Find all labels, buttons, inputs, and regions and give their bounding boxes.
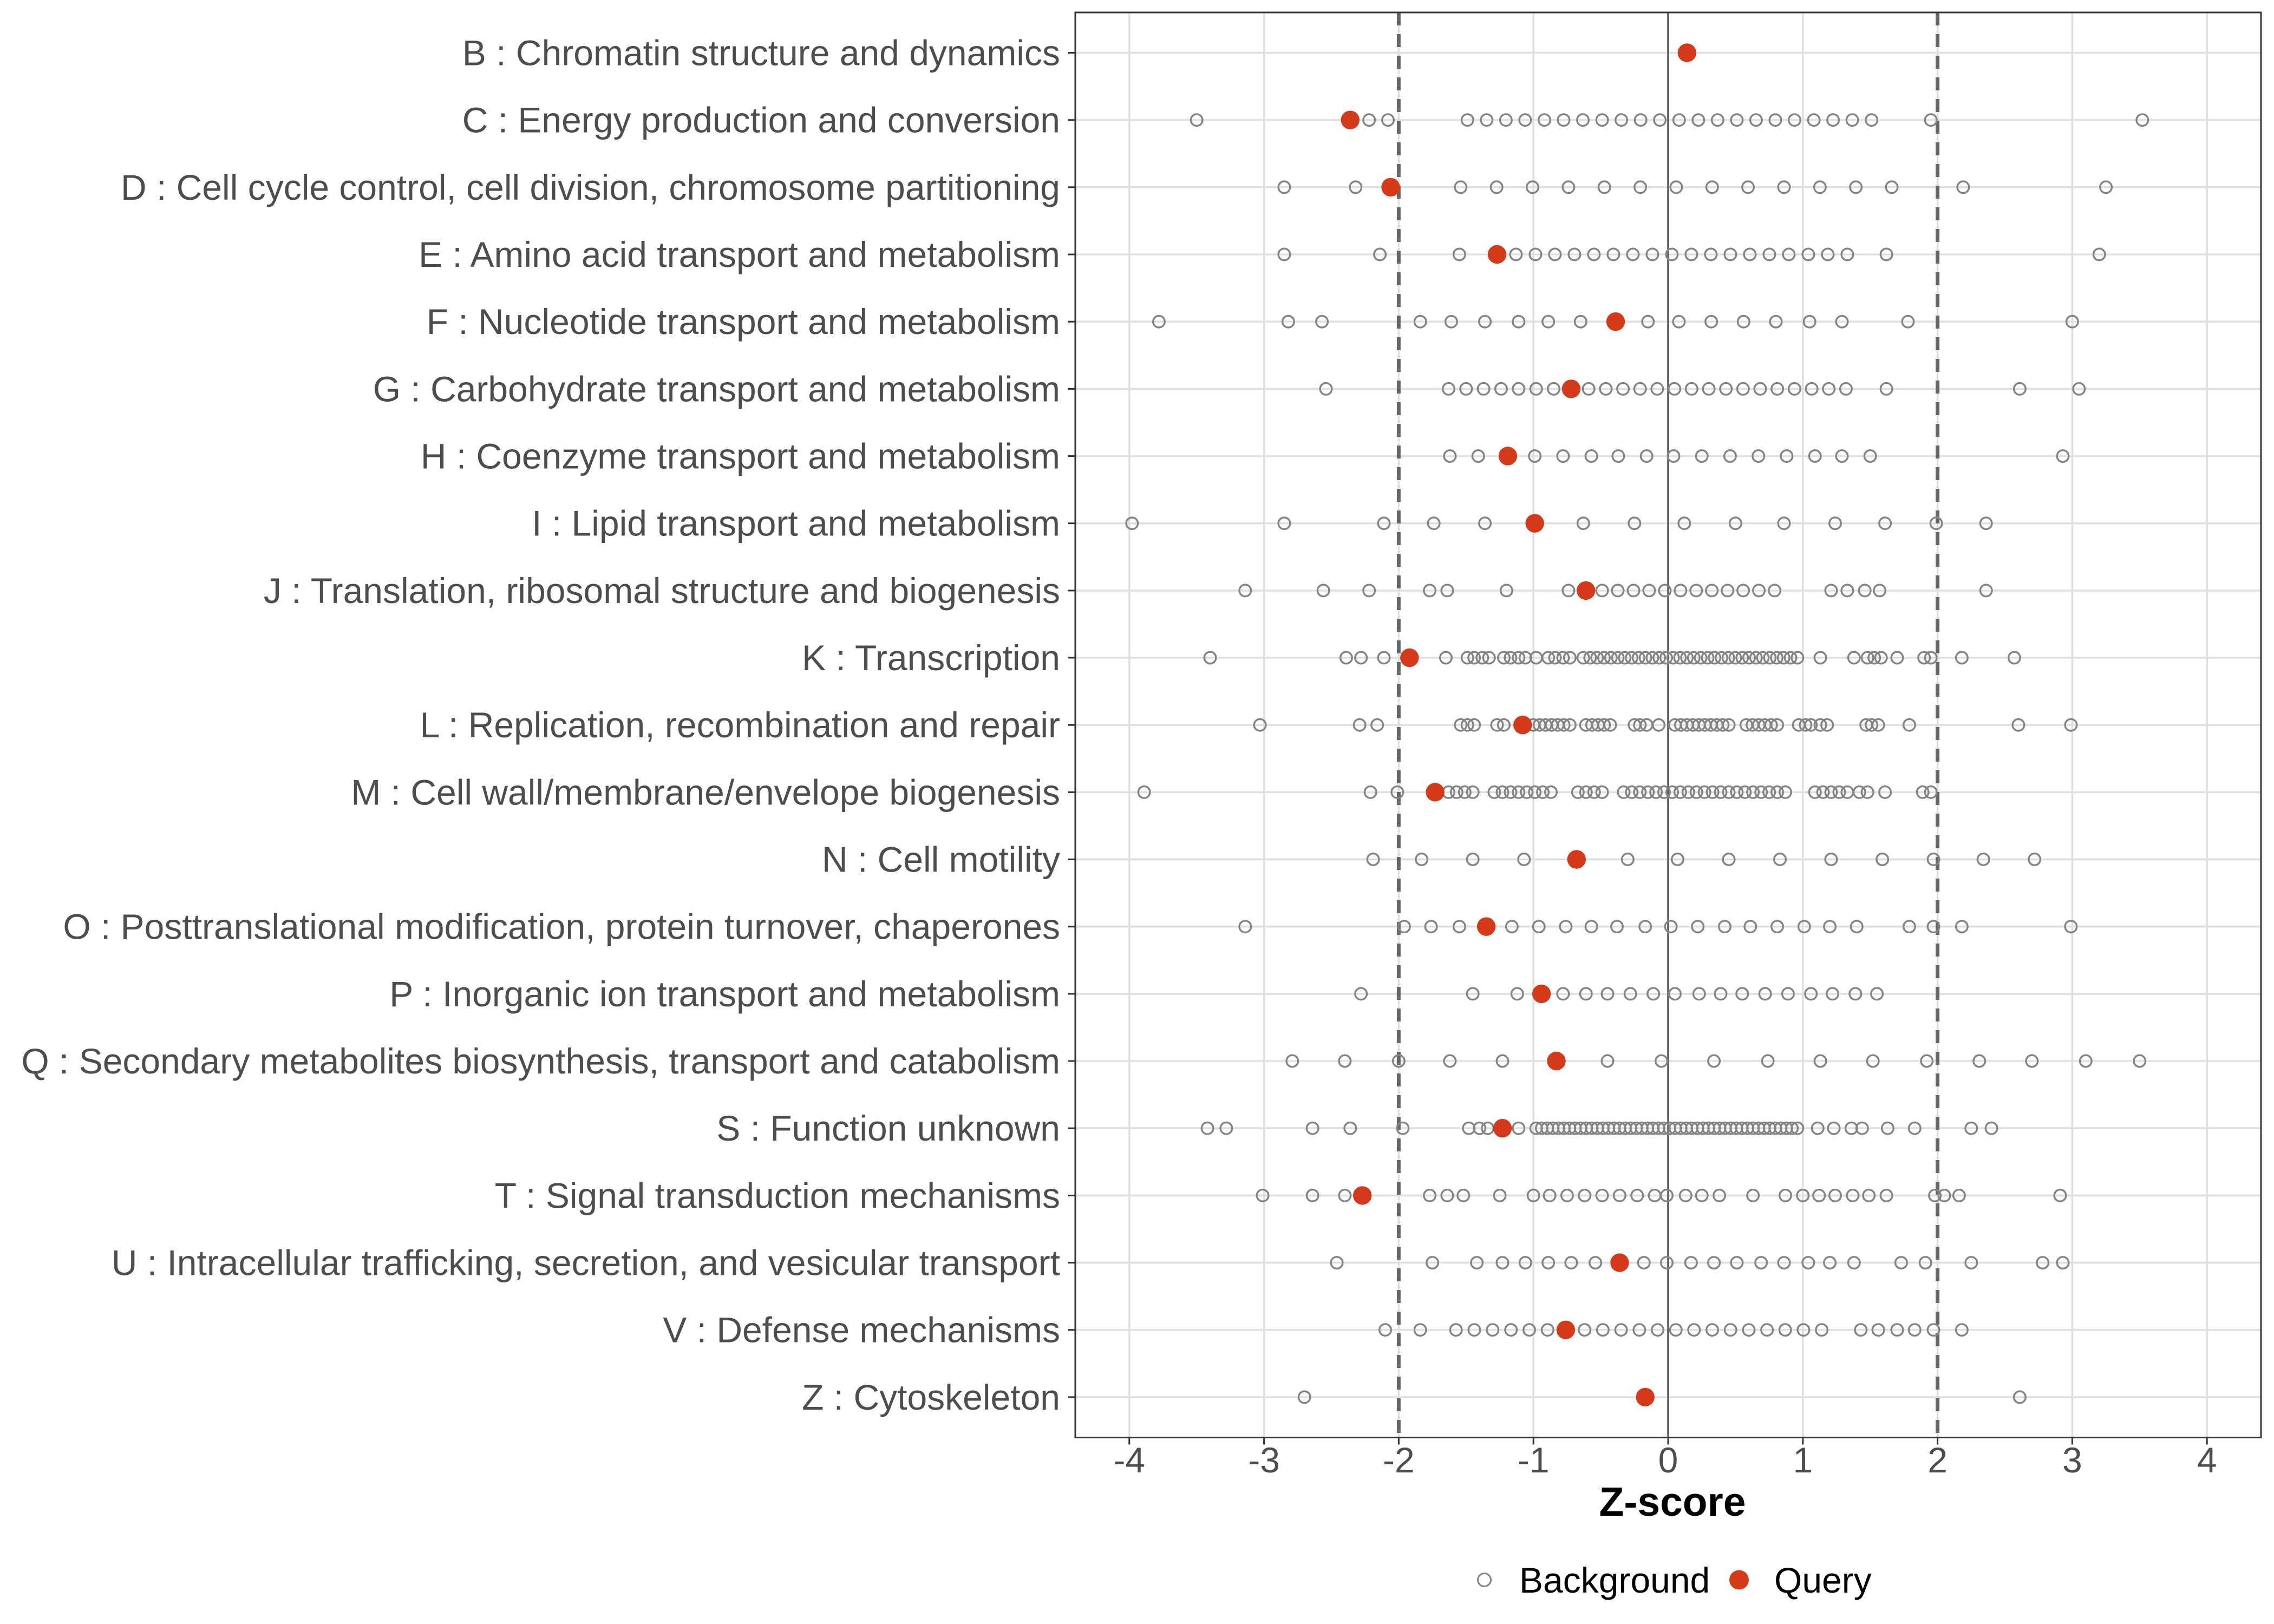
svg-text:0: 0 (1658, 1440, 1678, 1480)
svg-text:S : Function unknown: S : Function unknown (716, 1108, 1060, 1148)
svg-text:1: 1 (1793, 1440, 1813, 1480)
svg-text:-2: -2 (1383, 1440, 1415, 1480)
svg-text:H : Coenzyme transport and met: H : Coenzyme transport and metabolism (421, 436, 1060, 476)
svg-text:P : Inorganic ion transport an: P : Inorganic ion transport and metaboli… (389, 974, 1060, 1014)
svg-text:C : Energy production and conv: C : Energy production and conversion (462, 100, 1060, 140)
svg-text:D : Cell cycle control, cell d: D : Cell cycle control, cell division, c… (121, 167, 1060, 207)
svg-text:-4: -4 (1113, 1440, 1145, 1480)
svg-text:Z-score: Z-score (1599, 1479, 1746, 1524)
svg-text:-1: -1 (1518, 1440, 1550, 1480)
svg-text:Query: Query (1774, 1560, 1872, 1600)
svg-text:U : Intracellular trafficking,: U : Intracellular trafficking, secretion… (112, 1243, 1060, 1283)
svg-text:O : Posttranslational modifica: O : Posttranslational modification, prot… (63, 907, 1060, 947)
svg-text:N : Cell motility: N : Cell motility (822, 840, 1060, 880)
svg-text:M : Cell wall/membrane/envelop: M : Cell wall/membrane/envelope biogenes… (351, 772, 1060, 812)
svg-text:K : Transcription: K : Transcription (802, 638, 1060, 678)
svg-text:I : Lipid transport and metabo: I : Lipid transport and metabolism (532, 503, 1060, 543)
svg-text:T : Signal transduction mechan: T : Signal transduction mechanisms (495, 1175, 1060, 1215)
svg-text:L : Replication, recombination: L : Replication, recombination and repai… (420, 705, 1060, 745)
svg-text:3: 3 (2062, 1440, 2082, 1480)
svg-text:B : Chromatin structure and dy: B : Chromatin structure and dynamics (462, 33, 1060, 73)
svg-text:Background: Background (1519, 1560, 1710, 1600)
svg-text:2: 2 (1927, 1440, 1948, 1480)
svg-text:Z : Cytoskeleton: Z : Cytoskeleton (802, 1377, 1060, 1417)
svg-text:V : Defense mechanisms: V : Defense mechanisms (663, 1310, 1060, 1350)
svg-text:4: 4 (2197, 1440, 2217, 1480)
svg-text:J : Translation, ribosomal str: J : Translation, ribosomal structure and… (264, 571, 1060, 611)
svg-text:Q : Secondary metabolites bios: Q : Secondary metabolites biosynthesis, … (21, 1041, 1060, 1081)
svg-text:F : Nucleotide transport and m: F : Nucleotide transport and metabolism (427, 302, 1060, 342)
svg-text:G : Carbohydrate transport and: G : Carbohydrate transport and metabolis… (373, 369, 1060, 409)
svg-text:E : Amino acid transport and m: E : Amino acid transport and metabolism (419, 234, 1060, 274)
svg-text:-3: -3 (1248, 1440, 1280, 1480)
